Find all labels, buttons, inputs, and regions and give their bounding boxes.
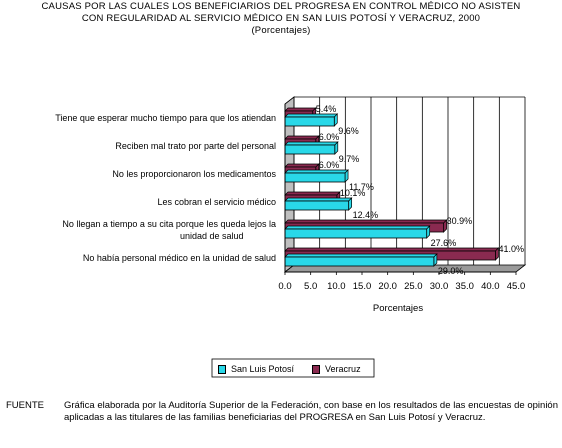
bar-san-luis-top [284,169,349,174]
source-text: Gráfica elaborada por la Auditoría Super… [64,400,558,423]
data-label-san-luis: 9.6% [338,126,359,136]
bar-san-luis-top [284,225,431,230]
data-label-san-luis: 9.7% [339,154,360,164]
bar-san-luis [284,228,428,239]
category-label: Reciben mal trato por parte del personal [115,141,276,151]
data-label-veracruz: 41.0% [498,244,524,254]
legend-item-veracruz: Veracruz [312,364,361,374]
data-label-san-luis: 29.0% [438,266,464,276]
x-tick-label: 5.0 [304,281,317,292]
category-label: No había personal médico en la unidad de… [83,253,276,263]
legend-box [211,358,375,378]
data-label-veracruz: 5.4% [316,104,337,114]
legend-label-veracruz: Veracruz [325,364,361,374]
x-tick-label: 30.0 [430,281,449,292]
bar-veracruz-top [284,163,320,168]
bar-san-luis-top [284,141,339,146]
x-tick-label: 40.0 [481,281,500,292]
bar-san-luis [284,144,336,155]
bar-veracruz-top [284,219,448,224]
x-axis-label: Porcentajes [373,303,423,314]
data-label-veracruz: 6.0% [319,160,340,170]
bar-veracruz-top [284,135,320,140]
chart-title: CAUSAS POR LAS CUALES LOS BENEFICIARIOS … [0,1,562,37]
x-tick-label: 25.0 [404,281,423,292]
x-tick-label: 10.0 [327,281,346,292]
bar-veracruz-top [284,191,341,196]
title-line-2: CON REGULARIDAD AL SERVICIO MÉDICO EN SA… [81,13,481,24]
legend-swatch-san-luis [218,364,226,374]
bar-veracruz-top [284,247,500,252]
source-note: FUENTE Gráfica elaborada por la Auditorí… [6,400,558,424]
bar-san-luis [284,200,350,211]
data-label-san-luis: 11.7% [349,182,374,192]
source-label: FUENTE [6,400,44,411]
title-line-1: CAUSAS POR LAS CUALES LOS BENEFICIARIOS … [41,1,521,12]
bar-veracruz-top [284,107,317,112]
chart-legend: San Luis Potosí Veracruz [218,364,379,374]
bar-san-luis-top [284,113,339,118]
bar-san-luis-top [284,253,438,258]
data-label-san-luis: 27.6% [431,238,457,248]
x-tick-label: 45.0 [507,281,526,292]
legend-label-san-luis: San Luis Potosí [231,364,295,374]
x-tick-label: 15.0 [353,281,372,292]
bar-san-luis [284,256,435,267]
category-label: Tiene que esperar mucho tiempo para que … [55,113,276,123]
x-tick-label: 20.0 [378,281,397,292]
x-tick-label: 0.0 [278,281,291,292]
data-label-veracruz: 6.0% [319,132,340,142]
category-label: No llegan a tiempo a su cita porque les … [62,219,276,241]
bar-san-luis-top [284,197,353,202]
title-line-3: (Porcentajes) [251,25,311,36]
category-label: No les proporcionaron los medicamentos [112,169,276,179]
legend-item-san-luis: San Luis Potosí [218,364,294,374]
x-tick-label: 35.0 [455,281,474,292]
data-label-san-luis: 12.4% [353,210,379,220]
bar-san-luis [284,172,346,183]
data-label-veracruz: 30.9% [447,216,473,226]
legend-swatch-veracruz [312,364,321,374]
bar-san-luis [284,116,335,127]
data-label-veracruz: 10.1% [340,188,366,198]
category-label: Les cobran el servicio médico [157,197,276,207]
